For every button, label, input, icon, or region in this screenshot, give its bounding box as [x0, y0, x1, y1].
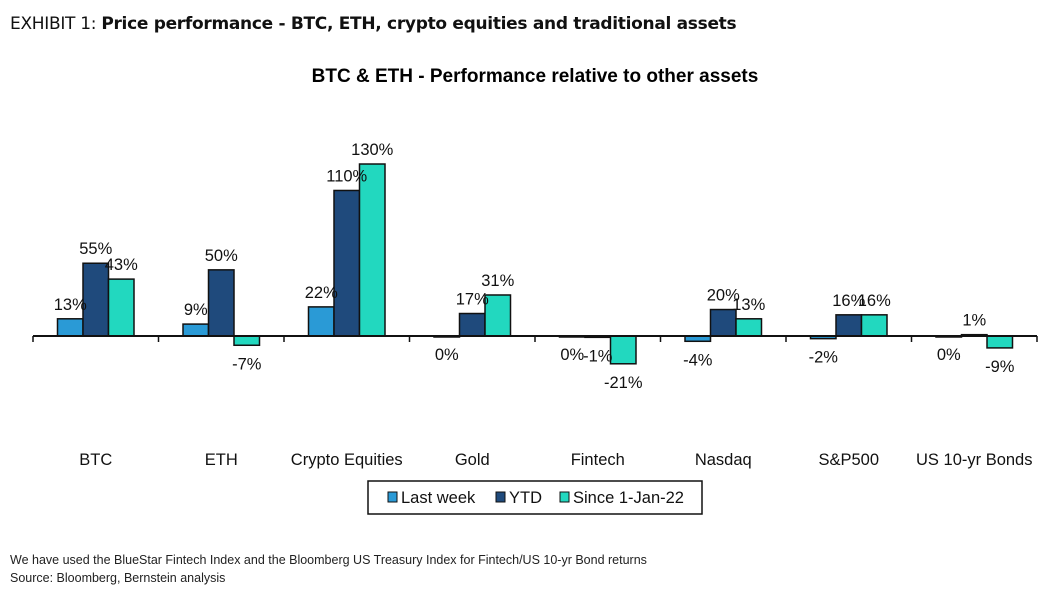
legend-box	[367, 480, 703, 515]
bar-crypto-equities-last-week	[307, 306, 335, 337]
legend-label: Since 1-Jan-22	[573, 489, 684, 507]
bar-crypto-equities-ytd	[333, 189, 361, 337]
category-label: Crypto Equities	[291, 451, 403, 469]
data-label: -2%	[809, 349, 839, 367]
data-label: 0%	[937, 346, 961, 364]
bar-s-p500-since-1-jan-22	[860, 314, 888, 337]
data-label: 31%	[481, 272, 514, 290]
bar-s-p500-ytd	[835, 314, 863, 337]
bar-fintech-since-1-jan-22	[609, 335, 637, 365]
category-label: Nasdaq	[695, 451, 752, 469]
data-label: 130%	[351, 141, 394, 159]
bar-btc-last-week	[56, 318, 84, 337]
chart-title: BTC & ETH - Performance relative to othe…	[312, 66, 759, 87]
data-label: 50%	[205, 247, 238, 265]
data-label: 22%	[305, 284, 338, 302]
bar-gold-since-1-jan-22	[484, 294, 512, 337]
exhibit-label: EXHIBIT 1:	[10, 14, 97, 34]
data-label: -9%	[985, 358, 1015, 376]
category-label: US 10-yr Bonds	[916, 451, 1032, 469]
legend-swatch	[495, 491, 506, 503]
data-label: 16%	[832, 292, 865, 310]
category-label: BTC	[79, 451, 112, 469]
bar-btc-since-1-jan-22	[107, 278, 135, 337]
legend-swatch	[559, 491, 570, 503]
data-label: -7%	[232, 355, 262, 373]
data-label: 16%	[858, 292, 891, 310]
bar-eth-last-week	[182, 323, 210, 337]
data-label: 110%	[326, 167, 367, 185]
exhibit-title: Price performance - BTC, ETH, crypto equ…	[101, 14, 737, 34]
category-label: ETH	[205, 451, 238, 469]
bar-eth-ytd	[207, 269, 235, 337]
data-label: 20%	[707, 287, 740, 305]
data-label: 1%	[962, 312, 986, 330]
category-label: S&P500	[818, 451, 879, 469]
legend-label: YTD	[509, 489, 542, 507]
bar-us-10-yr-bonds-since-1-jan-22	[986, 335, 1014, 349]
bar-crypto-equities-since-1-jan-22	[358, 163, 386, 337]
legend-label: Last week	[401, 489, 476, 507]
bar-eth-since-1-jan-22	[233, 335, 261, 347]
footnote: We have used the BlueStar Fintech Index …	[10, 553, 647, 567]
legend-swatch	[387, 491, 398, 503]
data-label: 13%	[732, 296, 765, 314]
category-label: Fintech	[571, 451, 625, 469]
data-label: -4%	[683, 351, 713, 369]
data-label: 9%	[184, 301, 208, 319]
bar-btc-ytd	[82, 262, 110, 337]
data-label: 17%	[456, 291, 489, 309]
data-label: -21%	[604, 374, 643, 392]
data-label: 13%	[54, 296, 87, 314]
data-label: 55%	[79, 240, 112, 258]
exhibit-heading: EXHIBIT 1: Price performance - BTC, ETH,…	[10, 14, 737, 34]
data-label: 0%	[435, 346, 459, 364]
legend: Last week YTD Since 1-Jan-22	[367, 480, 703, 515]
bar-gold-ytd	[458, 312, 486, 337]
category-label: Gold	[455, 451, 490, 469]
source-note: Source: Bloomberg, Bernstein analysis	[10, 571, 226, 585]
data-label: 0%	[560, 346, 584, 364]
bar-nasdaq-since-1-jan-22	[735, 318, 763, 337]
data-label: -1%	[583, 347, 613, 365]
data-label: 43%	[105, 256, 138, 274]
